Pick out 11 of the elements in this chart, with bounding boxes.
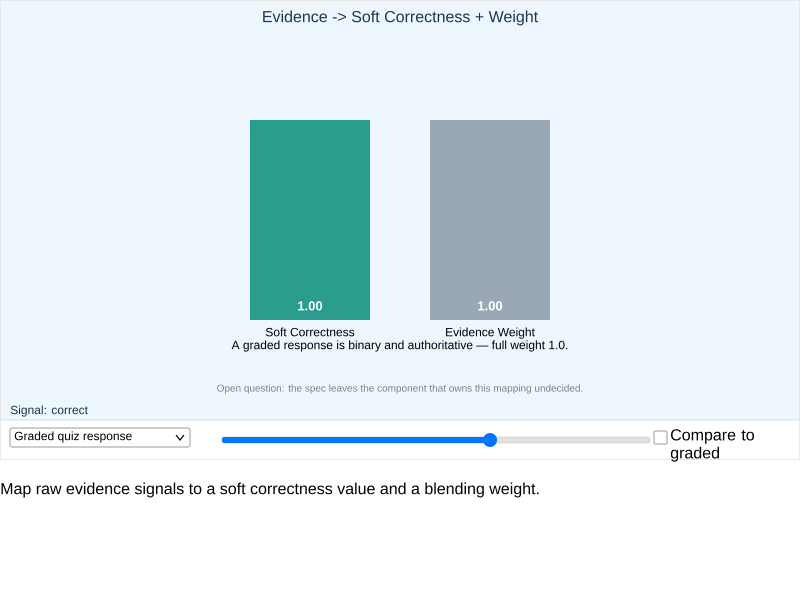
data-label: 1.00 [298, 301, 322, 310]
x-tick-label: Evidence Weight [446, 328, 535, 339]
text: Open question: the spec leaves the component that owns this mapping undecided. [217, 384, 582, 394]
text: Graded quiz response [14, 431, 132, 443]
text: Compare to graded [670, 429, 754, 462]
data-label: 1.00 [478, 301, 502, 310]
x-tick-label: Soft Correctness [266, 328, 354, 336]
text: Signal: correct [10, 405, 88, 417]
chart-title: Evidence -> Soft Correctness + Weight [263, 10, 538, 26]
text: A graded response is binary and authoritative — full weight 1.0. [232, 340, 568, 352]
text: Map raw evidence signals to a soft correctness value and a blending weight. [2, 482, 538, 498]
